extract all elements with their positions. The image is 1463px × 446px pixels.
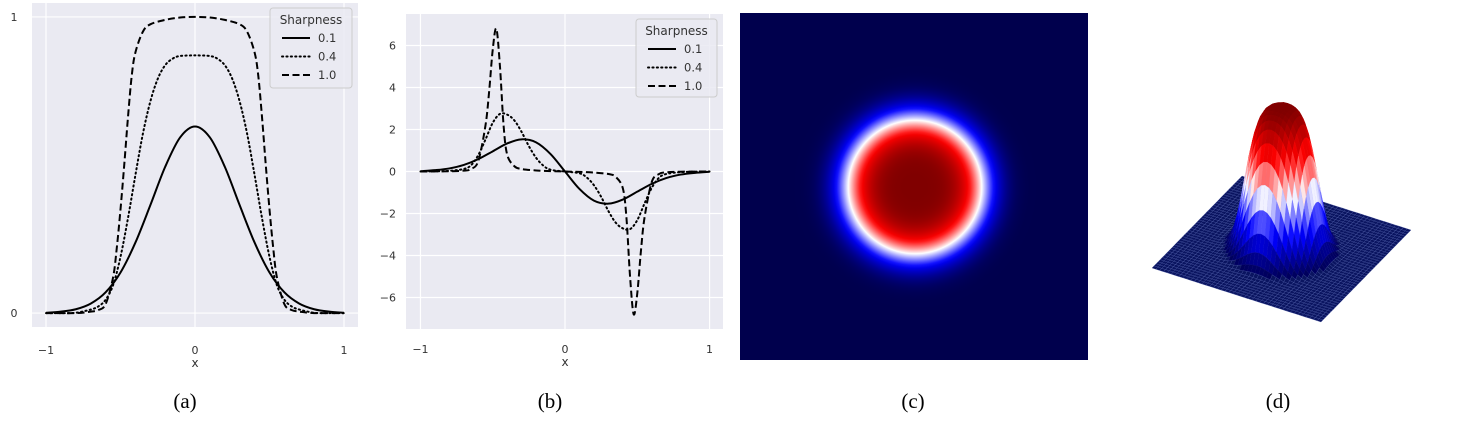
y-tick-label: 6	[389, 40, 396, 53]
legend-box	[635, 18, 718, 98]
legend-entry-label: 1.0	[318, 68, 336, 82]
series-line-1.0	[420, 27, 710, 316]
y-tick-label: 2	[389, 124, 396, 137]
caption-a: (a)	[173, 389, 196, 413]
y-tick-label: 0	[389, 166, 396, 179]
y-tick-label: −2	[380, 208, 396, 221]
legend-box	[269, 7, 353, 89]
panel-a-line-chart: −1 0 1 0 1 x Sharpness 0.1 0.4 1.0	[11, 3, 358, 370]
x-tick-label: 0	[562, 343, 569, 356]
x-axis-label: x	[561, 355, 568, 369]
y-tick-label: −6	[380, 292, 396, 305]
legend-entry-label: 0.4	[318, 50, 336, 64]
heatmap-image	[740, 13, 1088, 360]
panel-c-heatmap	[740, 13, 1088, 360]
legend-entry-label: 0.1	[684, 42, 702, 56]
legend-entry-label: 1.0	[684, 79, 702, 93]
panel-b-line-chart: −1 0 1 −6 −4 −2 0 2 4 6 x Sharpness 0.1 0.4 1.0	[380, 14, 723, 369]
legend-title: Sharpness	[645, 24, 708, 38]
legend: Sharpness 0.1 0.4 1.0	[269, 7, 353, 89]
panel-d-surface-plot	[1151, 102, 1412, 323]
x-tick-label: 1	[706, 343, 713, 356]
y-tick-label: 4	[389, 82, 396, 95]
x-tick-label: −1	[412, 343, 428, 356]
y-tick-label: −4	[380, 250, 396, 263]
y-tick-label: 1	[11, 11, 18, 24]
x-tick-label: 1	[340, 344, 347, 357]
legend-entry-label: 0.1	[318, 31, 336, 45]
y-tick-label: 0	[11, 307, 18, 320]
series-line-1.0	[46, 15, 344, 315]
caption-d: (d)	[1266, 389, 1291, 413]
legend-title: Sharpness	[280, 13, 343, 27]
series-line-0.1	[45, 125, 345, 314]
x-axis-label: x	[191, 356, 198, 370]
surface-facet	[1316, 318, 1324, 323]
legend-entry-label: 0.4	[684, 61, 702, 75]
caption-c: (c)	[901, 389, 924, 413]
x-tick-label: 0	[192, 344, 199, 357]
x-tick-label: −1	[38, 344, 54, 357]
caption-b: (b)	[538, 389, 563, 413]
legend: Sharpness 0.1 0.4 1.0	[635, 18, 718, 98]
